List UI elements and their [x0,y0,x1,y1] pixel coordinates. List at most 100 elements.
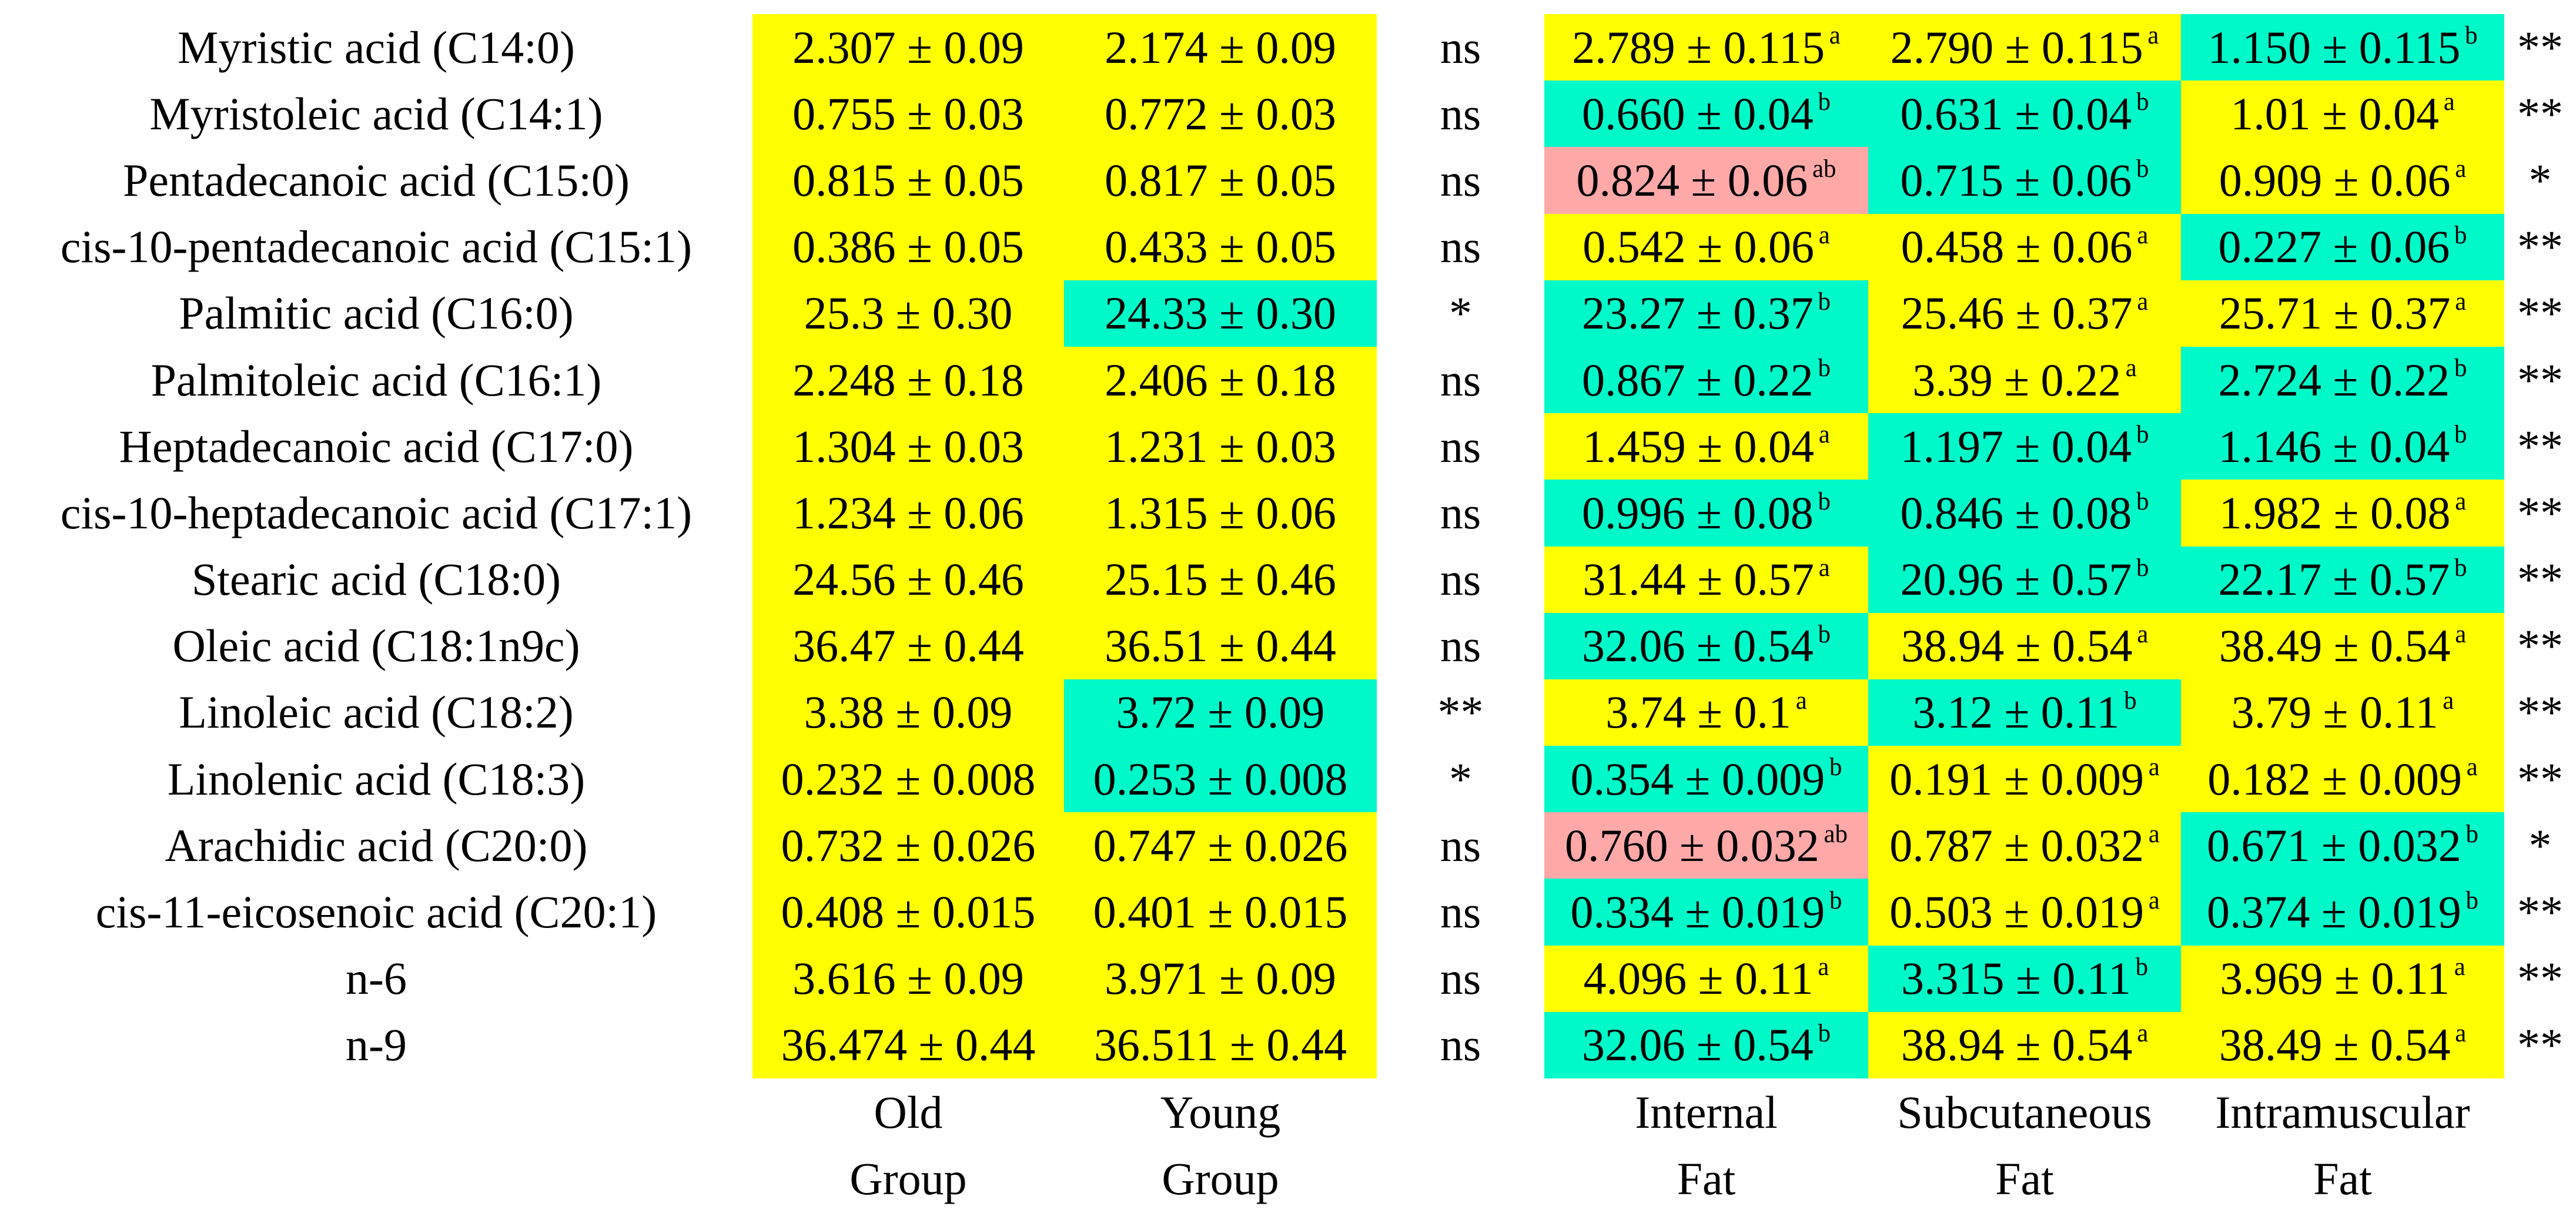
age-significance: ns [1440,154,1481,206]
internal-fat-value: 23.27 ± 0.37 b [1544,280,1868,347]
subcutaneous-fat-value: 3.315 ± 0.11 b [1868,945,2181,1012]
internal-fat-value: 2.789 ± 0.115 a [1544,14,1868,81]
old-group-value: 1.234 ± 0.06 [752,480,1064,547]
depot-significance: ** [2517,953,2563,1004]
age-significance: ns [1440,420,1481,472]
fatty-acid-name: cis-11-eicosenoic acid (C20:1) [95,886,657,938]
internal-fat-value: 0.542 ± 0.06 a [1544,213,1868,280]
depot-significance: ** [2517,420,2563,472]
internal-fat-value: 31.44 ± 0.57 a [1544,546,1868,613]
depot-significance: ** [2517,487,2563,538]
fatty-acid-table: Myristic acid (C14:0) 2.307 ± 0.09 2.174… [0,14,2576,1078]
age-significance: ns [1440,886,1481,938]
age-significance: ns [1440,88,1481,139]
fatty-acid-name: Palmitic acid (C16:0) [179,287,574,339]
young-group-value: 3.72 ± 0.09 [1064,679,1377,746]
age-significance: ns [1440,554,1481,605]
depot-significance: ** [2517,88,2563,139]
depot-significance: ** [2517,886,2563,938]
internal-fat-value: 4.096 ± 0.11 a [1544,945,1868,1012]
subcutaneous-fat-value: 0.715 ± 0.06 b [1868,147,2181,214]
depot-significance: ** [2517,554,2563,605]
subcutaneous-fat-value: 38.94 ± 0.54 a [1868,1011,2181,1078]
old-group-value: 36.474 ± 0.44 [752,1011,1064,1078]
intramuscular-fat-value: 1.146 ± 0.04 b [2181,413,2504,480]
subcutaneous-fat-value: 0.458 ± 0.06 a [1868,213,2181,280]
young-group-value: 0.817 ± 0.05 [1064,147,1377,214]
internal-fat-value: 3.74 ± 0.1 a [1544,679,1868,746]
old-group-value: 36.47 ± 0.44 [752,612,1064,679]
subcutaneous-fat-value: 38.94 ± 0.54 a [1868,612,2181,679]
subcutaneous-fat-value: 2.790 ± 0.115 a [1868,14,2181,81]
intramuscular-fat-value: 38.49 ± 0.54 a [2181,612,2504,679]
fatty-acid-name: Stearic acid (C18:0) [191,554,561,605]
young-group-value: 2.174 ± 0.09 [1064,14,1377,81]
age-significance: ns [1440,819,1481,871]
age-significance: ns [1440,953,1481,1004]
footer-spacer [1377,1079,1544,1145]
intramuscular-fat-value: 3.79 ± 0.11 a [2181,679,2504,746]
intramuscular-fat-value: 0.671 ± 0.032 b [2181,812,2504,879]
old-group-value: 0.232 ± 0.008 [752,746,1064,813]
internal-fat-value: 32.06 ± 0.54 b [1544,1011,1868,1078]
subcutaneous-fat-value: 0.631 ± 0.04 b [1868,81,2181,148]
young-group-value: 0.253 ± 0.008 [1064,746,1377,813]
footer-spacer [2504,1079,2576,1145]
age-significance: ns [1440,487,1481,538]
old-group-value: 24.56 ± 0.46 [752,546,1064,613]
depot-significance: ** [2517,221,2563,273]
subcutaneous-fat-value: 25.46 ± 0.37 a [1868,280,2181,347]
young-group-value: 2.406 ± 0.18 [1064,346,1377,414]
young-group-value: 0.772 ± 0.03 [1064,81,1377,148]
internal-fat-value: 0.824 ± 0.06 ab [1544,147,1868,214]
old-group-value: 3.38 ± 0.09 [752,679,1064,746]
young-group-value: 25.15 ± 0.46 [1064,546,1377,613]
old-group-header: Old [874,1086,943,1138]
old-group-value: 0.755 ± 0.03 [752,81,1064,148]
depot-significance: ** [2517,686,2563,738]
internal-fat-header-line2: Fat [1677,1152,1736,1204]
intramuscular-fat-value: 0.227 ± 0.06 b [2181,213,2504,280]
intramuscular-fat-header: Intramuscular [2215,1086,2470,1138]
young-group-header: Young [1160,1086,1281,1138]
fatty-acid-name: cis-10-pentadecanoic acid (C15:1) [60,221,692,273]
subcutaneous-fat-value: 0.846 ± 0.08 b [1868,480,2181,547]
young-group-value: 1.315 ± 0.06 [1064,480,1377,547]
subcutaneous-fat-value: 1.197 ± 0.04 b [1868,413,2181,480]
old-group-value: 2.248 ± 0.18 [752,346,1064,414]
intramuscular-fat-header-line2: Fat [2313,1152,2372,1204]
young-group-value: 3.971 ± 0.09 [1064,945,1377,1012]
subcutaneous-fat-value: 20.96 ± 0.57 b [1868,546,2181,613]
fatty-acid-name: n-9 [346,1019,407,1071]
age-significance: ns [1440,221,1481,273]
depot-significance: ** [2517,21,2563,73]
subcutaneous-fat-value: 0.503 ± 0.019 a [1868,879,2181,946]
internal-fat-value: 1.459 ± 0.04 a [1544,413,1868,480]
subcutaneous-fat-value: 0.191 ± 0.009 a [1868,746,2181,813]
old-group-header-line2: Group [849,1152,967,1204]
fatty-acid-name: Heptadecanoic acid (C17:0) [119,420,634,472]
intramuscular-fat-value: 0.909 ± 0.06 a [2181,147,2504,214]
internal-fat-value: 0.660 ± 0.04 b [1544,81,1868,148]
intramuscular-fat-value: 25.71 ± 0.37 a [2181,280,2504,347]
old-group-value: 2.307 ± 0.09 [752,14,1064,81]
young-group-header-line2: Group [1162,1152,1279,1204]
fatty-acid-name: Myristoleic acid (C14:1) [149,88,603,139]
young-group-value: 0.433 ± 0.05 [1064,213,1377,280]
old-group-value: 25.3 ± 0.30 [752,280,1064,347]
intramuscular-fat-value: 22.17 ± 0.57 b [2181,546,2504,613]
age-significance: * [1449,753,1472,805]
subcutaneous-fat-value: 3.12 ± 0.11 b [1868,679,2181,746]
depot-significance: ** [2517,753,2563,805]
age-significance: * [1449,287,1472,339]
age-significance: ns [1440,620,1481,672]
intramuscular-fat-value: 0.374 ± 0.019 b [2181,879,2504,946]
depot-significance: * [2528,819,2552,871]
fatty-acid-name: Palmitoleic acid (C16:1) [150,354,602,406]
fatty-acid-name: Linolenic acid (C18:3) [167,753,586,805]
subcutaneous-fat-header: Subcutaneous [1897,1086,2152,1138]
internal-fat-value: 0.354 ± 0.009 b [1544,746,1868,813]
age-significance: ns [1440,21,1481,73]
intramuscular-fat-value: 2.724 ± 0.22 b [2181,346,2504,414]
